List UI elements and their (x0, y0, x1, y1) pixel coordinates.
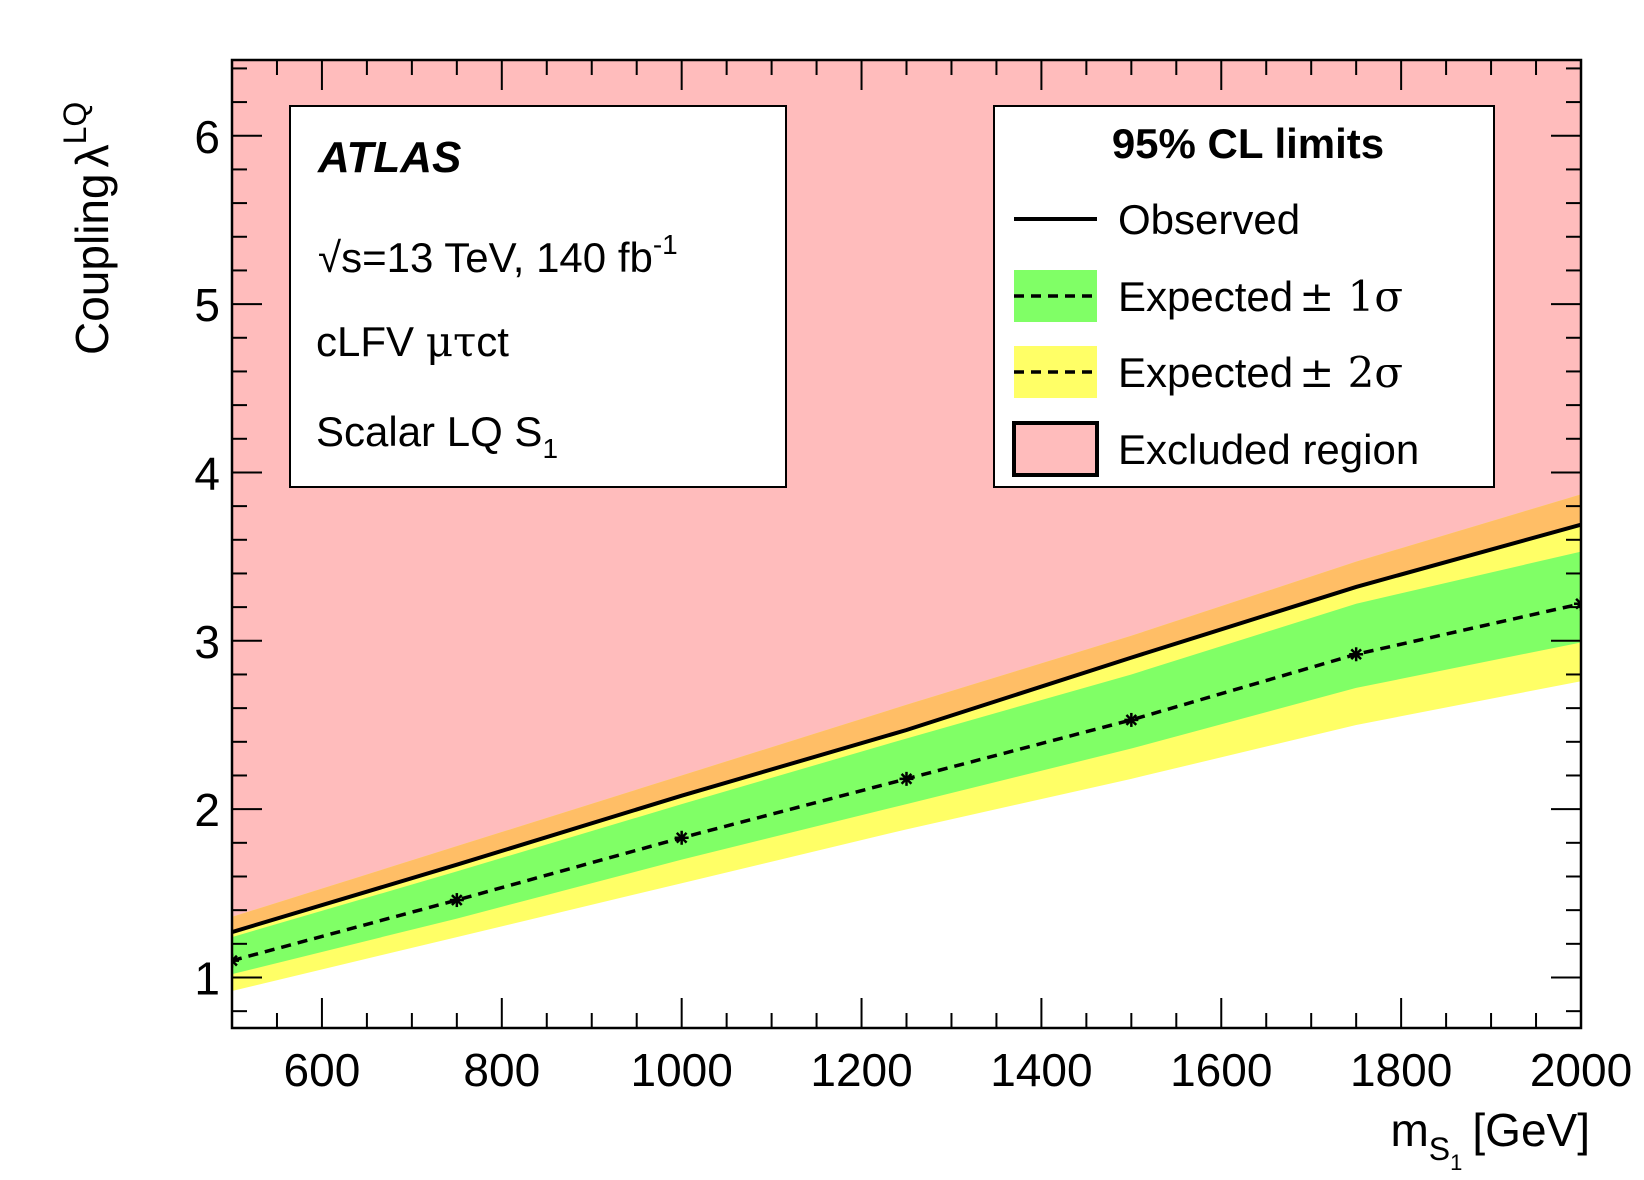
y-axis-title: CouplingλLQ (57, 102, 118, 355)
energy-label: √s=13 TeV, 140 fb-1 (318, 229, 678, 281)
x-tick-label: 1200 (810, 1044, 912, 1096)
legend-2sigma-label: Expected ± 2σ (1118, 348, 1403, 397)
x-tick-label: 2000 (1530, 1044, 1632, 1096)
x-axis-ticks (231, 60, 1582, 1028)
expected-markers (232, 596, 1581, 968)
legend-1sigma-label: Expected ± 1σ (1118, 272, 1403, 321)
legend-excluded-label: Excluded region (1118, 426, 1419, 473)
y-axis-ticks (232, 67, 1581, 1013)
y-tick-label: 1 (194, 952, 220, 1004)
legend-title: 95% CL limits (1112, 120, 1384, 167)
x-axis-title: mS1[GeV] (1390, 1104, 1590, 1175)
y-tick-label: 2 (194, 784, 220, 836)
atlas-label: ATLAS (317, 133, 461, 182)
info-box: ATLAS √s=13 TeV, 140 fb-1 cLFV μτct Scal… (289, 105, 787, 488)
info-box-frame (289, 105, 787, 488)
excluded-2sigma-overlap (232, 494, 1581, 933)
y-axis-tick-labels: 1 2 3 4 5 6 (194, 111, 220, 1005)
channel-label: cLFV μτct (316, 317, 509, 366)
y-tick-label: 4 (194, 447, 220, 499)
expected-marker (899, 771, 914, 786)
legend-observed-label: Observed (1118, 196, 1300, 243)
legend: 95% CL limits Observed Expected ± 1σ Expe… (993, 105, 1495, 488)
x-tick-label: 1800 (1350, 1044, 1452, 1096)
expected-marker (1349, 647, 1364, 662)
x-tick-label: 1600 (1170, 1044, 1272, 1096)
expected-marker (232, 953, 239, 968)
expected-marker (1124, 712, 1139, 727)
x-tick-label: 800 (463, 1044, 540, 1096)
y-tick-label: 3 (194, 616, 220, 668)
y-tick-label: 6 (194, 111, 220, 163)
model-label: Scalar LQ S1 (316, 408, 558, 464)
x-axis-tick-labels: 600 800 1000 1200 1400 1600 1800 2000 (284, 1044, 1633, 1096)
observed-line (232, 522, 1581, 934)
expected-marker (449, 893, 464, 908)
x-tick-label: 1400 (990, 1044, 1092, 1096)
x-tick-label: 600 (284, 1044, 361, 1096)
expected-marker (674, 830, 689, 845)
y-tick-label: 5 (194, 279, 220, 331)
legend-excluded-swatch (1012, 421, 1099, 477)
x-tick-label: 1000 (630, 1044, 732, 1096)
